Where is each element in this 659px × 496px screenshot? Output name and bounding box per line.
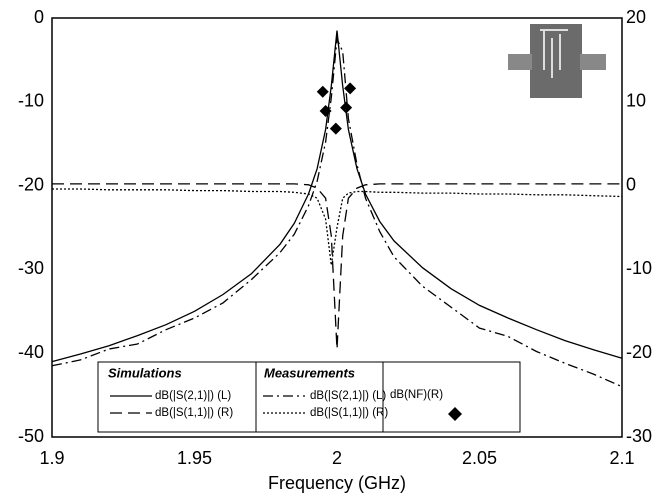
- y2-tick-label: -10: [626, 258, 652, 278]
- legend-box: [97, 361, 521, 433]
- legend: [97, 361, 521, 433]
- inset-photo: [508, 22, 608, 100]
- series-line: [51, 30, 623, 363]
- legend-swatch: [448, 407, 462, 421]
- legend-label: dB(|S(1,1)|) (R): [310, 407, 388, 419]
- legend-label: dB(|S(2,1)|) (L): [310, 390, 386, 402]
- series-line: [51, 36, 623, 388]
- x-tick-label: 2: [332, 448, 342, 468]
- y-tick-label: -10: [18, 91, 44, 111]
- y2-tick-label: -30: [626, 426, 652, 446]
- plot-frame: [51, 17, 623, 438]
- legend-label: dB(|S(2,1)|) (L): [155, 390, 231, 402]
- inset-connector: [580, 54, 606, 70]
- nf-marker: [316, 85, 329, 98]
- inset-connector: [508, 54, 532, 70]
- series-line: [52, 188, 623, 266]
- x-tick-label: 1.95: [177, 448, 212, 468]
- legend-label: dB(|S(1,1)|) (R): [155, 407, 233, 419]
- x-tick-label: 1.9: [39, 448, 64, 468]
- nf-marker: [340, 101, 353, 114]
- nf-marker: [344, 82, 357, 95]
- legend-group-title: Measurements: [264, 365, 355, 380]
- nf-marker: [329, 122, 342, 135]
- x-axis-label: Frequency (GHz): [268, 473, 406, 493]
- legend-label: dB(NF)(R): [390, 389, 443, 401]
- nf-marker: [319, 105, 332, 118]
- x-tick-label: 2.05: [462, 448, 497, 468]
- y2-tick-label: 20: [626, 7, 646, 27]
- y-tick-label: -30: [18, 258, 44, 278]
- y-tick-label: -40: [18, 342, 44, 362]
- y-tick-label: -50: [18, 426, 44, 446]
- inset-board: [530, 24, 582, 98]
- legend-group-title: Simulations: [108, 365, 182, 380]
- y2-tick-label: 0: [626, 174, 636, 194]
- series-line: [52, 183, 622, 350]
- y-tick-label: 0: [34, 7, 44, 27]
- y-tick-label: -20: [18, 174, 44, 194]
- y2-tick-label: -20: [626, 342, 652, 362]
- x-tick-label: 2.1: [609, 448, 634, 468]
- inset-traces: [540, 29, 568, 78]
- y2-tick-label: 10: [626, 91, 646, 111]
